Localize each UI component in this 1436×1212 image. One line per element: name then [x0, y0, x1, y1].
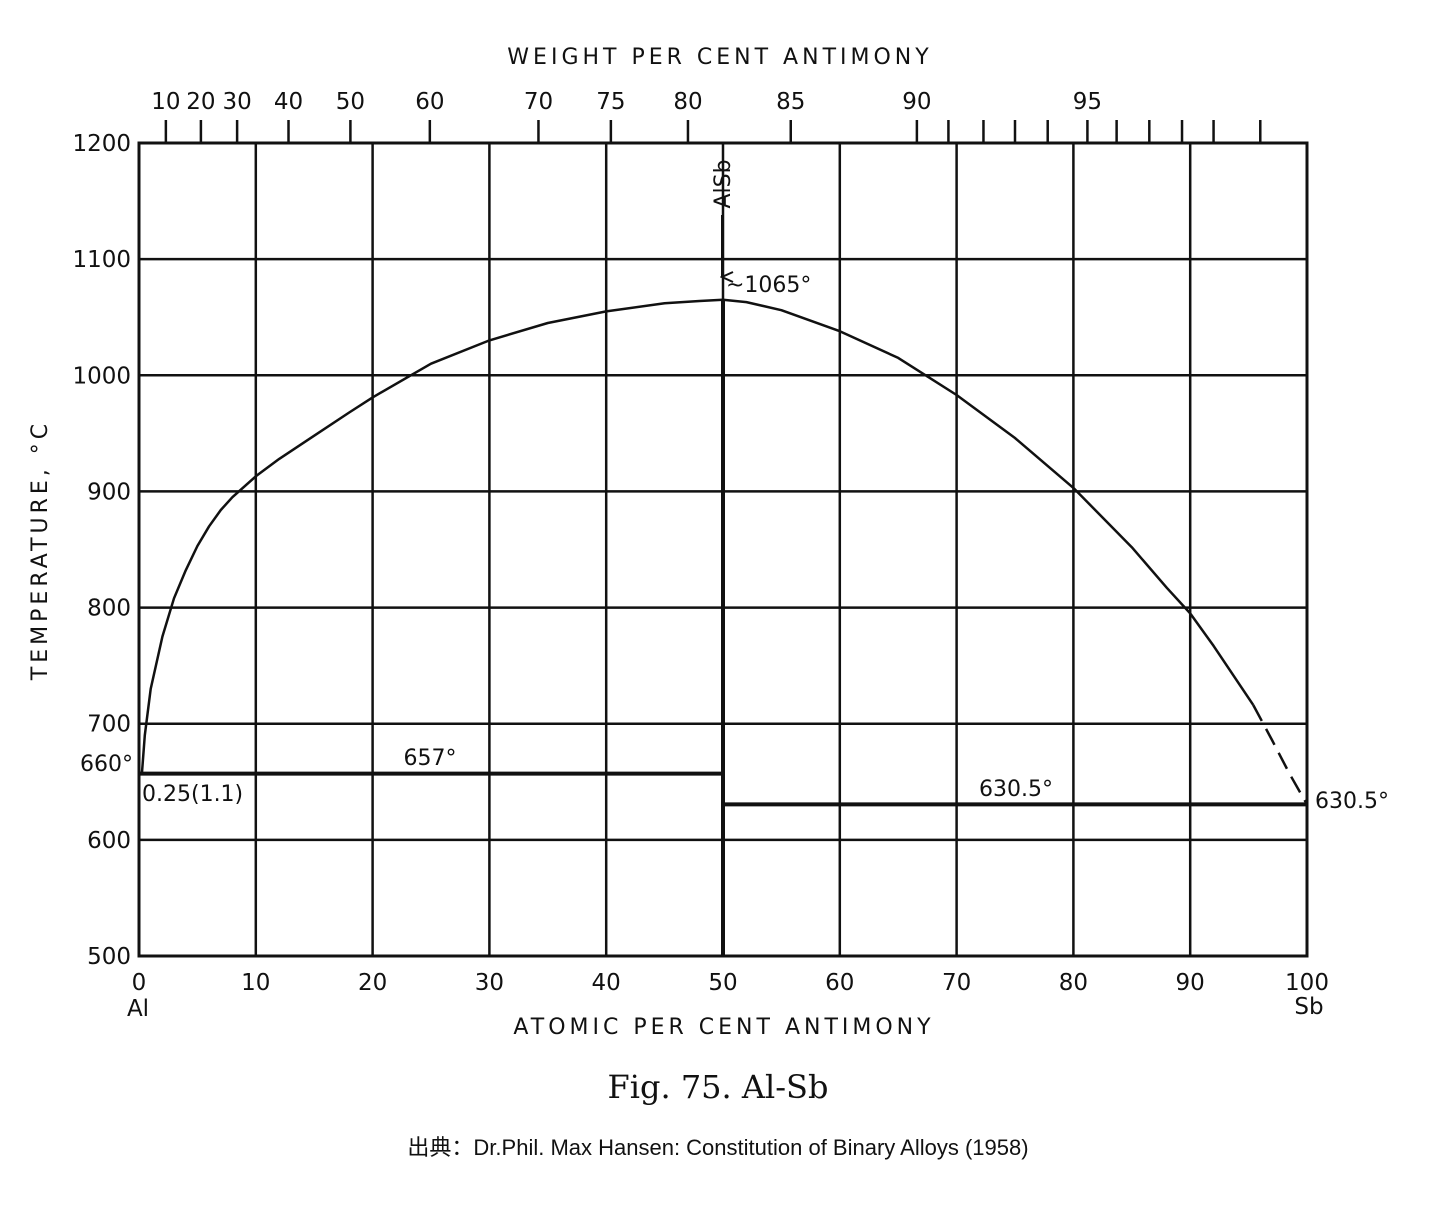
- x-tick-label: 50: [708, 970, 737, 996]
- eutectic-temp-label: 657°: [404, 746, 457, 771]
- y-tick-label: 500: [87, 944, 131, 970]
- y-tick-label: 1000: [72, 363, 131, 389]
- x-tick-label: 70: [942, 970, 971, 996]
- x-tick-label: 10: [241, 970, 270, 996]
- invariant-lines: [139, 299, 1307, 956]
- x-tick-label: 90: [1176, 970, 1205, 996]
- weight-tick-label: 85: [776, 89, 805, 115]
- x-tick-label: 20: [358, 970, 387, 996]
- liquidus-line: [140, 298, 724, 774]
- tick-labels: 0 10 20 30 40 50 60 70 80 90 100 500 600 700 800 900 100…: [72, 131, 1329, 996]
- y-tick-label: 900: [87, 479, 131, 505]
- liquidus-dashed-line: [1252, 704, 1309, 806]
- al-melt-label: 660°: [80, 752, 133, 777]
- x-tick-label: 40: [592, 970, 621, 996]
- x-tick-label: 0: [132, 970, 147, 996]
- al-end-label: Al: [127, 996, 149, 1022]
- alsb-label: AlSb: [711, 159, 736, 208]
- bottom-axis-title: ATOMIC PER CENT ANTIMONY: [513, 1015, 934, 1040]
- figure-caption: Fig. 75. Al-Sb: [607, 1068, 829, 1106]
- top-axis-title: WEIGHT PER CENT ANTIMONY: [507, 45, 932, 70]
- y-tick-label: 800: [87, 596, 131, 622]
- weight-tick-label: 90: [902, 89, 931, 115]
- weight-tick-label: 95: [1073, 89, 1102, 115]
- weight-tick-label: 60: [415, 89, 444, 115]
- weight-tick-label: 70: [524, 89, 553, 115]
- weight-tick-label: 20: [186, 89, 215, 115]
- liquidus-curves: [140, 298, 1309, 806]
- y-tick-label: 600: [87, 828, 131, 854]
- x-tick-label: 100: [1285, 970, 1329, 996]
- sb-end-label: Sb: [1294, 994, 1323, 1020]
- sb-melt-label: 630.5°: [1315, 789, 1389, 814]
- weight-tick-label: 80: [673, 89, 702, 115]
- weight-tick-label: 50: [336, 89, 365, 115]
- y-tick-label: 1200: [72, 131, 131, 157]
- source-citation: 出典：Dr.Phil. Max Hansen: Constitution of …: [407, 1135, 1029, 1160]
- max-temp-label: ~1065°: [726, 273, 811, 298]
- weight-tick-label: 30: [222, 89, 251, 115]
- solubility-label: 0.25(1.1): [142, 782, 243, 807]
- phase-diagram-chart: 10 20 30 40 50 60 70 75 80 85 90 95 0 10 20 30 40 50 60 70…: [28, 45, 1389, 1040]
- liquidus-line: [722, 298, 1255, 706]
- sb-line-temp-label: 630.5°: [979, 777, 1053, 802]
- y-tick-label: 1100: [72, 247, 131, 273]
- x-tick-label: 80: [1059, 970, 1088, 996]
- weight-tick-label: 40: [274, 89, 303, 115]
- x-tick-label: 30: [475, 970, 504, 996]
- y-axis-title: TEMPERATURE, °C: [28, 420, 53, 681]
- x-tick-label: 60: [825, 970, 854, 996]
- weight-tick-label: 10: [151, 89, 180, 115]
- y-tick-label: 700: [87, 712, 131, 738]
- weight-percent-axis: 10 20 30 40 50 60 70 75 80 85 90 95: [151, 89, 1262, 143]
- weight-tick-label: 75: [596, 89, 625, 115]
